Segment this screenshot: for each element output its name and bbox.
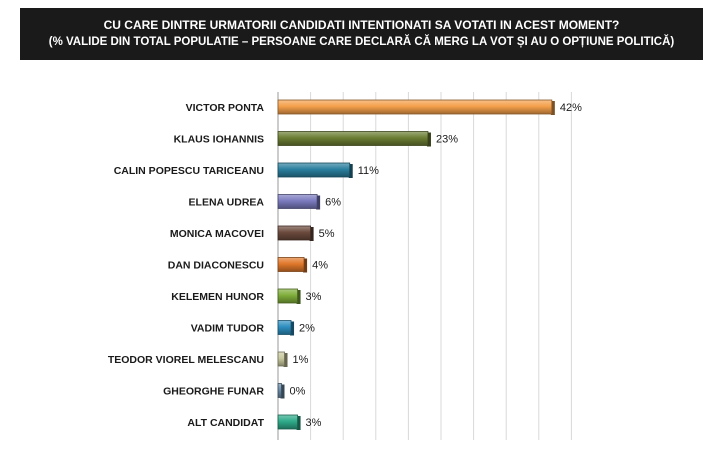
bar-elena-udrea [277, 194, 318, 209]
chart-title: CU CARE DINTRE URMATORII CANDIDATI INTEN… [103, 18, 620, 32]
category-label: DAN DIACONESCU [168, 260, 264, 272]
bar-depth [426, 132, 431, 147]
bar-depth [280, 384, 285, 399]
bar-depth [290, 321, 295, 336]
chart-subtitle: (% VALIDE DIN TOTAL POPULATIE – PERSOANE… [48, 36, 675, 48]
gridlines [277, 92, 572, 440]
bar-depth [283, 353, 288, 367]
bar-teodor-viorel-melescanu [277, 351, 285, 367]
data-label: 0% [290, 386, 306, 398]
bar-klaus-iohannis [277, 131, 429, 146]
bar-depth [296, 290, 301, 304]
bar-monica-macovei [277, 225, 311, 241]
labels: VICTOR PONTA 42% KLAUS IOHANNIS 23% CALIN PO… [108, 102, 582, 429]
category-label: VADIM TUDOR [191, 323, 265, 335]
bar-victor-ponta [277, 99, 553, 115]
bars [277, 99, 555, 430]
data-label: 23% [436, 134, 458, 146]
data-label: 42% [560, 102, 582, 114]
category-label: VICTOR PONTA [186, 102, 265, 114]
chart-header: CU CARE DINTRE URMATORII CANDIDATI INTEN… [20, 8, 703, 60]
data-label: 1% [293, 354, 309, 366]
category-label: TEODOR VIOREL MELESCANU [108, 354, 264, 366]
data-label: 3% [306, 291, 322, 303]
data-label: 11% [358, 165, 379, 177]
bar-calin-popescu-tariceanu [277, 162, 351, 178]
bar-depth [309, 227, 314, 241]
category-label: CALIN POPESCU TARICEANU [114, 165, 264, 177]
data-label: 5% [319, 228, 335, 240]
bar-dan-diaconescu [277, 257, 305, 272]
category-label: ELENA UDREA [189, 197, 265, 209]
category-label: GHEORGHE FUNAR [163, 386, 264, 398]
bar-gheorghe-funar [277, 383, 282, 398]
bar-depth [348, 164, 353, 178]
bar-depth [316, 195, 321, 210]
category-label: KLAUS IOHANNIS [174, 134, 264, 146]
category-label: KELEMEN HUNOR [171, 291, 264, 303]
data-label: 6% [325, 197, 341, 209]
bar-depth [550, 101, 555, 115]
data-label: 3% [306, 417, 322, 429]
bar-depth [296, 416, 301, 430]
category-label: ALT CANDIDAT [187, 417, 264, 429]
bar-kelemen-hunor [277, 288, 298, 304]
data-label: 2% [299, 323, 315, 335]
data-label: 4% [312, 260, 328, 272]
bar-vadim-tudor [277, 320, 292, 335]
bar-depth [303, 258, 308, 273]
category-label: MONICA MACOVEI [170, 228, 264, 240]
bar-alt-candidat [277, 414, 298, 430]
